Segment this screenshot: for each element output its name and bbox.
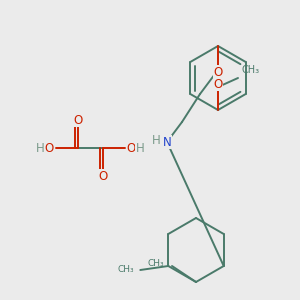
Text: H: H: [36, 142, 44, 154]
Text: CH₃: CH₃: [147, 259, 164, 268]
Text: CH₃: CH₃: [118, 266, 134, 274]
Text: O: O: [213, 77, 223, 91]
Text: CH₃: CH₃: [241, 65, 259, 75]
Text: H: H: [152, 134, 160, 146]
Text: O: O: [126, 142, 136, 154]
Text: O: O: [213, 65, 223, 79]
Text: N: N: [163, 136, 171, 148]
Text: O: O: [98, 169, 108, 182]
Text: H: H: [136, 142, 144, 154]
Text: O: O: [74, 113, 82, 127]
Text: O: O: [44, 142, 54, 154]
